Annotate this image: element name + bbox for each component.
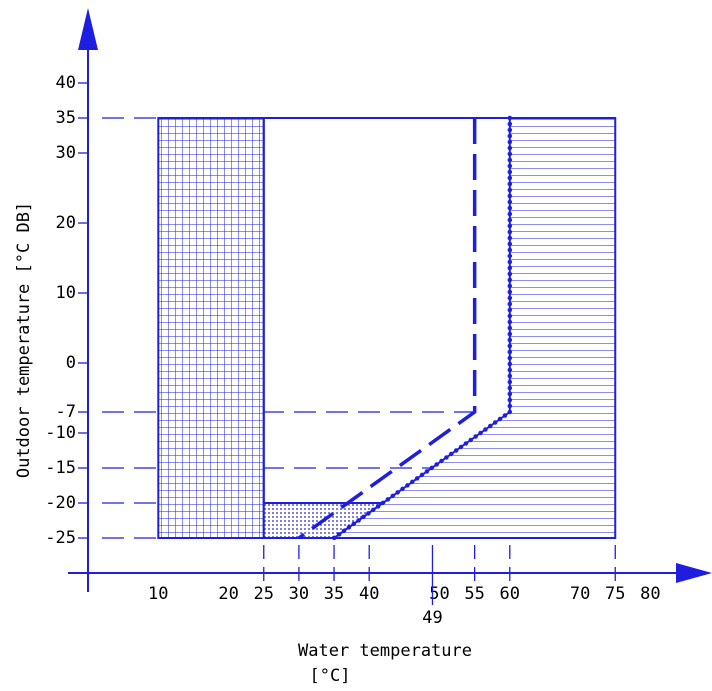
y-tick-label: -25 [45,528,76,548]
y-tick-label: -10 [45,423,76,443]
x-tick-label: 55 [464,584,484,604]
y-arrow [78,8,98,50]
limit-line-dotted [331,115,513,541]
x-tick-label: 35 [324,584,344,604]
y-tick-label: 40 [56,73,76,93]
x-axis-title: Water temperature [298,641,472,661]
region-grid [157,117,265,539]
limit-line-dashed [297,118,477,540]
y-tick-label: 30 [56,143,76,163]
x-arrow [676,563,712,583]
y-tick-label: 10 [56,283,76,303]
y-tick-label: 35 [56,108,76,128]
x-tick-label: 10 [148,584,168,604]
x-tick-label: 20 [218,584,238,604]
x-tick-label: 25 [254,584,274,604]
y-tick-label: -7 [56,402,76,422]
x-tick-label: 80 [640,584,660,604]
region-outline [262,117,510,503]
y-tick-label: 0 [66,353,76,373]
y-axis-title: Outdoor temperature [°C DB] [14,202,34,478]
x-tick-label: 60 [500,584,520,604]
x-tick-label: 49 [422,608,442,628]
y-tick-label: -20 [45,493,76,513]
x-tick-label: 70 [570,584,590,604]
y-tick-label: -15 [45,458,76,478]
x-axis-title-unit: [°C] [310,666,351,686]
x-tick-label: 40 [359,584,379,604]
x-tick-label: 30 [289,584,309,604]
x-tick-label: 75 [605,584,625,604]
region-horizontal [330,117,617,539]
y-tick-label: 20 [56,213,76,233]
x-tick-label: 50 [429,584,449,604]
